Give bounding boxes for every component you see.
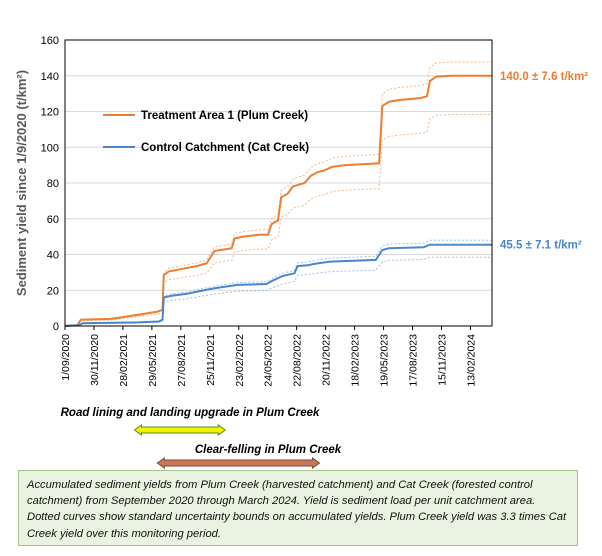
x-tick-label: 29/05/2021	[147, 334, 159, 387]
annotation-label: Clear-felling in Plum Creek	[195, 444, 342, 456]
series-line	[64, 74, 492, 327]
end-labels: 140.0 ± 7.6 t/km² 45.5 ± 7.1 t/km²	[500, 71, 588, 252]
y-tick-label: 20	[47, 285, 59, 297]
upper-bound-line	[64, 239, 492, 327]
annotation-arrow	[156, 457, 321, 469]
legend: Treatment Area 1 (Plum Creek) Control Cat…	[103, 110, 309, 154]
y-tick-label: 60	[47, 214, 59, 226]
x-tick-label: 15/11/2023	[436, 334, 448, 386]
x-tick-label: 18/02/2023	[350, 334, 362, 387]
series-line	[64, 243, 492, 327]
x-tick-label: 28/02/2021	[118, 334, 130, 387]
x-tick-label: 1/09/2020	[60, 334, 72, 381]
legend-label: Treatment Area 1 (Plum Creek)	[141, 110, 308, 122]
series-lines	[64, 74, 492, 327]
y-tick-label: 140	[41, 71, 59, 83]
end-label: 45.5 ± 7.1 t/km²	[500, 240, 582, 252]
sediment-yield-chart: 0 20 40 60 80 100 120 140 160 1/09/2020 30/11/202…	[14, 35, 588, 469]
y-tick-label: 100	[41, 142, 59, 154]
x-tick-label: 27/08/2021	[176, 334, 188, 387]
x-tick-label: 17/08/2023	[408, 334, 420, 387]
grid-lines	[65, 39, 492, 327]
legend-label: Control Catchment (Cat Creek)	[141, 142, 309, 154]
y-axis-label: Sediment yield since 1/9/2020 (t/km²)	[14, 70, 29, 296]
x-tick-label: 22/08/2022	[292, 334, 304, 387]
figure-caption: Accumulated sediment yields from Plum Cr…	[18, 470, 578, 546]
y-tick-label: 120	[41, 107, 59, 119]
x-tick-label: 23/02/2022	[234, 334, 246, 387]
upper-bound-line	[64, 61, 492, 327]
annotations: Road lining and landing upgrade in Plum …	[61, 407, 342, 469]
y-tick-label: 0	[53, 321, 59, 333]
x-tick-label: 20/11/2022	[321, 334, 333, 386]
y-tick-label: 80	[47, 178, 59, 190]
x-axis: 1/09/2020 30/11/2020 28/02/2021 29/05/2021 2…	[60, 326, 477, 387]
plot-area-frame	[64, 39, 493, 327]
annotation-label: Road lining and landing upgrade in Plum …	[61, 407, 320, 419]
x-tick-label: 25/11/2021	[205, 334, 217, 386]
x-tick-label: 30/11/2020	[89, 334, 101, 386]
x-tick-label: 13/02/2024	[465, 334, 477, 387]
uncertainty-bands	[64, 61, 492, 327]
y-tick-label: 160	[41, 35, 59, 47]
y-tick-label: 40	[47, 250, 59, 262]
lower-bound-line	[64, 114, 492, 327]
x-tick-label: 24/05/2022	[263, 334, 275, 387]
x-tick-label: 19/05/2023	[379, 334, 391, 387]
y-axis: 0 20 40 60 80 100 120 140 160	[41, 35, 59, 333]
end-label: 140.0 ± 7.6 t/km²	[500, 71, 588, 83]
annotation-arrow	[133, 424, 227, 436]
